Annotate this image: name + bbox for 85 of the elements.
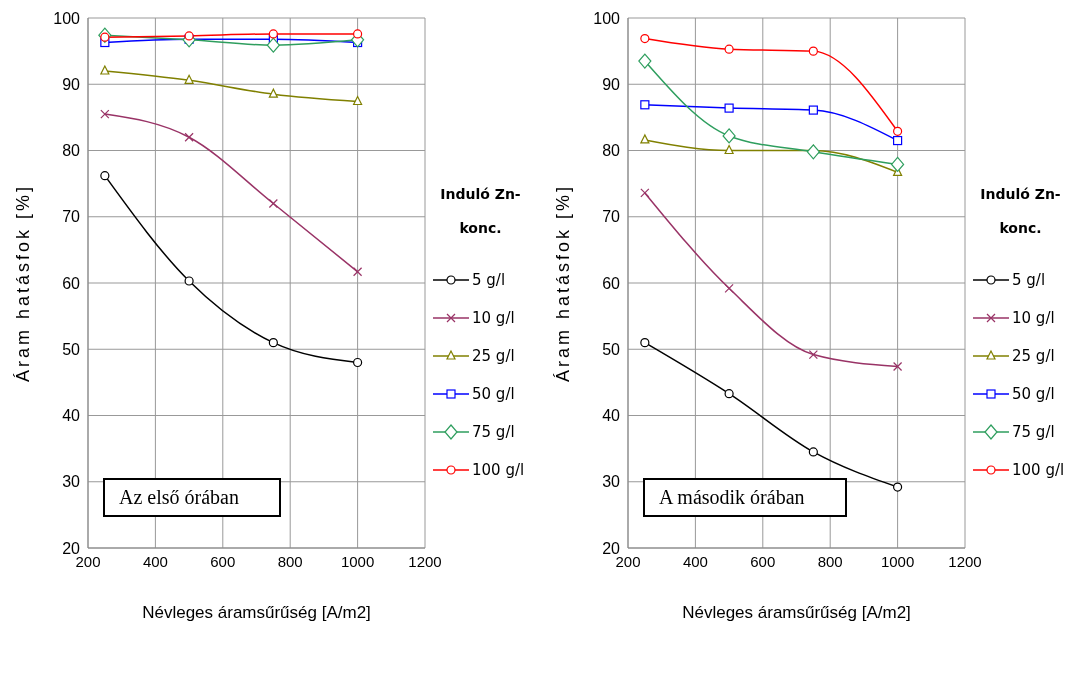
point [184,132,194,142]
y-tick-label: 90 [62,75,81,93]
legend-label: 100 g/l [472,461,525,479]
x-tick-label: 800 [817,552,843,570]
y-tick-label: 80 [602,142,621,160]
point [808,447,818,457]
y-tick-label: 30 [62,473,81,491]
legend-label: 10 g/l [1012,309,1055,327]
x-tick-label: 1200 [408,552,442,570]
x-tick-label: 400 [682,552,708,570]
legend-label: 100 g/l [1012,461,1065,479]
y-tick-label: 40 [62,407,81,425]
annotation: Az első órában [103,478,281,517]
y-tick-label: 20 [602,539,621,557]
y-tick-label: 50 [62,340,81,358]
point [184,276,194,286]
y-tick-label: 50 [602,340,621,358]
x-tick-label: 1200 [948,552,982,570]
point [640,188,650,198]
point [266,37,280,53]
point [724,103,734,113]
y-tick-label: 30 [602,473,621,491]
y-axis-title: Áram hatásfok [%] [553,183,574,383]
point [893,135,903,146]
y-tick-label: 40 [602,407,621,425]
point [353,267,363,277]
x-tick-label: 600 [210,552,236,570]
x-tick-label: 1000 [340,552,375,570]
point [640,100,650,110]
legend-label: 5 g/l [1012,271,1046,289]
point [268,29,278,39]
point [808,105,818,115]
point [353,357,363,368]
y-tick-label: 100 [53,9,81,27]
legend-label: 25 g/l [1012,347,1055,365]
point [724,144,734,155]
point [724,44,734,54]
legend-label: 25 g/l [472,347,515,365]
point [806,144,820,160]
point [353,95,363,106]
y-tick-label: 60 [602,274,621,292]
y-tick-label: 70 [62,208,81,226]
point [100,65,110,75]
legend-label: 50 g/l [472,385,515,403]
point [891,156,905,173]
legend-label: 5 g/l [472,271,506,289]
legend-label: 50 g/l [1012,385,1055,403]
y-tick-label: 70 [602,208,621,226]
point [268,198,278,209]
text: Induló Zn-konc. [980,186,1061,236]
y-tick-label: 20 [62,539,81,557]
point [808,349,818,360]
point [268,88,278,98]
point [893,482,903,492]
y-tick-label: 60 [62,274,81,292]
point [724,283,734,293]
x-tick-label: 1000 [880,552,915,570]
point [808,46,818,56]
point [268,338,278,348]
point [100,109,110,119]
legend-label: 75 g/l [1012,423,1055,441]
point [640,33,650,44]
y-tick-label: 80 [62,142,81,160]
y-tick-label: 90 [602,75,621,93]
y-tick-label: 100 [593,9,621,27]
legend-label: 75 g/l [472,423,515,441]
point [184,74,194,84]
point [640,134,650,144]
y-axis-title: Áram hatásfok [%] [13,183,34,383]
point [100,171,110,181]
point [638,53,652,69]
x-tick-label: 600 [750,552,776,570]
point [893,126,903,136]
point [893,361,903,372]
x-tick-label: 400 [142,552,168,570]
point [640,338,650,348]
point [353,29,363,39]
x-tick-label: 800 [277,552,303,570]
legend-label: 10 g/l [472,309,515,327]
annotation: A második órában [643,478,847,517]
point [724,389,734,399]
point [722,128,736,144]
text: Induló Zn-konc. [440,186,521,236]
x-axis-title: Névleges áramsűrűség [A/m2] [682,603,911,622]
x-axis-title: Névleges áramsűrűség [A/m2] [142,603,371,622]
